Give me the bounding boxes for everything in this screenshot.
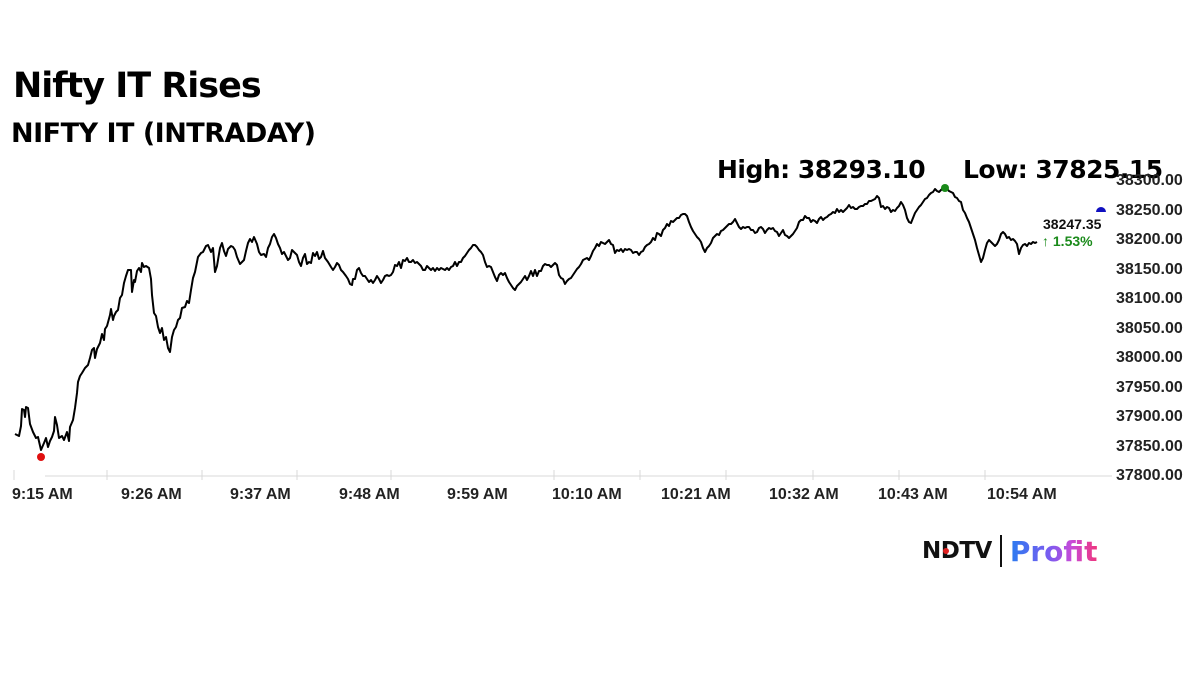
high-label: High: 38293.10 bbox=[717, 155, 926, 184]
logo-separator bbox=[999, 535, 1002, 567]
logo-red-dot-icon bbox=[943, 548, 949, 554]
x-tick-1054: 10:54 AM bbox=[987, 486, 1057, 503]
price-line bbox=[14, 186, 1038, 451]
low-label: Low: 37825.15 bbox=[963, 155, 1163, 184]
y-tick-37850: 37850.00 bbox=[1116, 438, 1183, 455]
y-tick-37950: 37950.00 bbox=[1116, 379, 1183, 396]
y-tick-37800: 37800.00 bbox=[1116, 467, 1183, 484]
last-price-marker bbox=[1096, 207, 1106, 212]
x-tick-1043: 10:43 AM bbox=[878, 486, 948, 503]
y-tick-38000: 38000.00 bbox=[1116, 349, 1183, 366]
y-tick-38050: 38050.00 bbox=[1116, 320, 1183, 337]
y-tick-38250: 38250.00 bbox=[1116, 202, 1183, 219]
chart-title: Nifty IT Rises bbox=[13, 66, 262, 106]
y-tick-38200: 38200.00 bbox=[1116, 231, 1183, 248]
low-point-marker bbox=[37, 453, 45, 461]
x-tick-0915: 9:15 AM bbox=[12, 486, 73, 503]
x-axis-ticks bbox=[13, 470, 986, 480]
x-tick-0937: 9:37 AM bbox=[230, 486, 291, 503]
change-percent-label: ↑ 1.53% bbox=[1042, 233, 1093, 249]
y-tick-37900: 37900.00 bbox=[1116, 408, 1183, 425]
logo-profit-text: Profit bbox=[1009, 534, 1098, 568]
x-tick-1032: 10:32 AM bbox=[769, 486, 839, 503]
chart-subtitle: NIFTY IT (INTRADAY) bbox=[11, 118, 316, 149]
ndtv-profit-logo: NDTV Profit bbox=[922, 533, 1098, 569]
x-tick-1021: 10:21 AM bbox=[661, 486, 731, 503]
y-tick-38300: 38300.00 bbox=[1116, 172, 1183, 189]
logo-ndtv-text: NDTV bbox=[922, 538, 992, 564]
x-tick-1010: 10:10 AM bbox=[552, 486, 622, 503]
last-price-label: 38247.35 bbox=[1043, 216, 1102, 232]
y-tick-38100: 38100.00 bbox=[1116, 290, 1183, 307]
x-tick-0948: 9:48 AM bbox=[339, 486, 400, 503]
y-tick-38150: 38150.00 bbox=[1116, 261, 1183, 278]
x-tick-0926: 9:26 AM bbox=[121, 486, 182, 503]
high-point-marker bbox=[941, 184, 949, 192]
x-tick-0959: 9:59 AM bbox=[447, 486, 508, 503]
